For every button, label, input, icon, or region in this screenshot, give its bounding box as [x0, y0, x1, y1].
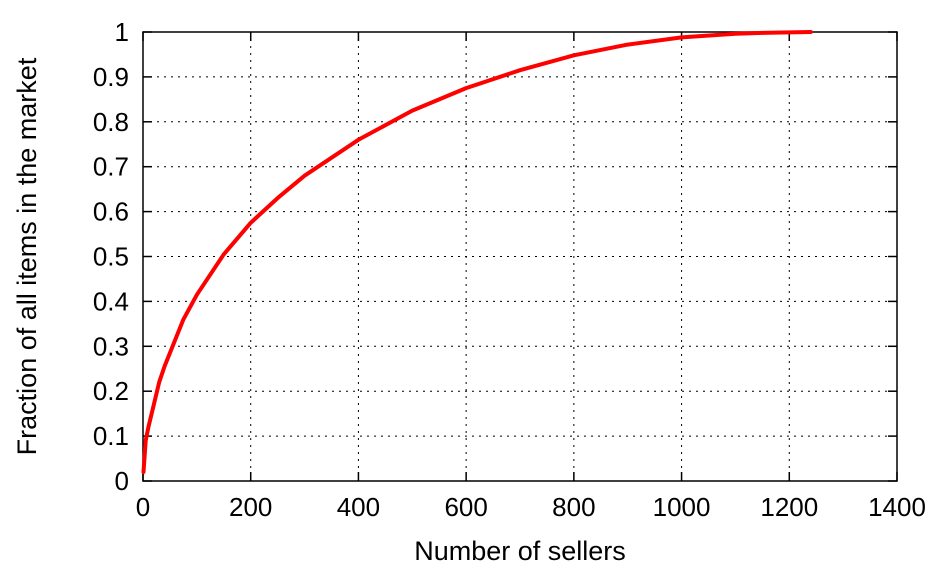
series-line — [141, 30, 813, 474]
axis-ticks — [142, 31, 898, 482]
y-tick-label: 0.8 — [93, 107, 129, 137]
y-tick-label: 0.5 — [93, 242, 129, 272]
x-tick-label: 800 — [552, 492, 595, 522]
y-tick-label: 0.3 — [93, 331, 129, 361]
y-tick-label: 1 — [115, 17, 129, 47]
x-tick-label: 600 — [444, 492, 487, 522]
x-axis-title: Number of sellers — [414, 536, 626, 566]
y-tick-label: 0.7 — [93, 152, 129, 182]
series — [141, 30, 813, 474]
x-tick-label: 200 — [229, 492, 272, 522]
x-tick-label: 400 — [337, 492, 380, 522]
x-tick-label: 0 — [136, 492, 150, 522]
y-tick-label: 0.1 — [93, 421, 129, 451]
y-tick-label: 0.4 — [93, 286, 129, 316]
y-tick-label: 0.9 — [93, 62, 129, 92]
y-axis-title: Fraction of all items in the market — [12, 57, 42, 455]
y-tick-labels: 0 0.1 0.2 0.3 0.4 0.5 0.6 0.7 0.8 0.9 1 — [93, 17, 129, 496]
x-tick-label: 1000 — [653, 492, 711, 522]
y-tick-label: 0.2 — [93, 376, 129, 406]
x-tick-labels: 0 200 400 600 800 1000 1200 1400 — [136, 492, 926, 522]
x-tick-label: 1200 — [760, 492, 818, 522]
y-tick-label: 0 — [115, 466, 129, 496]
y-tick-label: 0.6 — [93, 197, 129, 227]
grid — [143, 32, 897, 481]
x-tick-label: 1400 — [868, 492, 926, 522]
